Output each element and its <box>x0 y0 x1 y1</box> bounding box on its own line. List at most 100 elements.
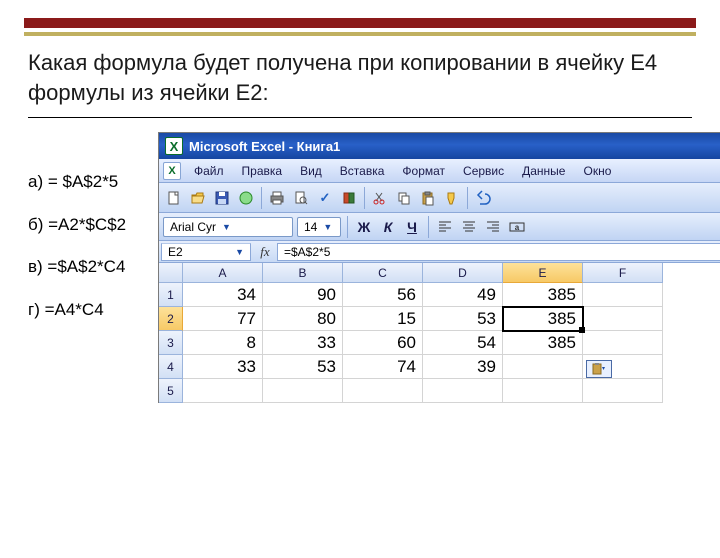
cell-B5[interactable] <box>263 379 343 403</box>
formula-input[interactable]: =$A$2*5 <box>277 243 720 261</box>
divider <box>28 117 692 118</box>
cell-B4[interactable]: 53 <box>263 355 343 379</box>
research-icon[interactable] <box>338 187 360 209</box>
workbook-icon: X <box>163 162 181 180</box>
column-header-D[interactable]: D <box>423 263 503 283</box>
menu-view[interactable]: Вид <box>291 164 331 178</box>
cell-F3[interactable] <box>583 331 663 355</box>
cut-icon[interactable] <box>369 187 391 209</box>
worksheet-grid[interactable]: ABCDEF1349056493852778015533853833605438… <box>159 263 720 403</box>
print-icon[interactable] <box>266 187 288 209</box>
title-bar: X Microsoft Excel - Книга1 <box>159 133 720 159</box>
menu-tools[interactable]: Сервис <box>454 164 513 178</box>
cell-D4[interactable]: 39 <box>423 355 503 379</box>
underline-button[interactable]: Ч <box>402 217 422 237</box>
menu-window[interactable]: Окно <box>574 164 620 178</box>
copy-icon[interactable] <box>393 187 415 209</box>
cell-E4[interactable] <box>503 355 583 379</box>
undo-icon[interactable] <box>472 187 494 209</box>
menu-bar: X Файл Правка Вид Вставка Формат Сервис … <box>159 159 720 183</box>
answer-a: а) = $A$2*5 <box>28 172 158 192</box>
cell-D3[interactable]: 54 <box>423 331 503 355</box>
italic-button[interactable]: К <box>378 217 398 237</box>
format-toolbar: Arial Cyr ▼ 14 ▼ Ж К Ч a <box>159 213 720 241</box>
cell-D1[interactable]: 49 <box>423 283 503 307</box>
cell-C5[interactable] <box>343 379 423 403</box>
align-left-icon[interactable] <box>435 217 455 237</box>
svg-text:a: a <box>515 223 520 232</box>
column-header-B[interactable]: B <box>263 263 343 283</box>
bold-button[interactable]: Ж <box>354 217 374 237</box>
cell-A1[interactable]: 34 <box>183 283 263 307</box>
open-icon[interactable] <box>187 187 209 209</box>
column-header-A[interactable]: A <box>183 263 263 283</box>
menu-insert[interactable]: Вставка <box>331 164 394 178</box>
decor-stripe-2 <box>24 32 696 36</box>
row-header-3[interactable]: 3 <box>159 331 183 355</box>
cell-B2[interactable]: 80 <box>263 307 343 331</box>
fill-handle[interactable] <box>579 327 585 333</box>
select-all-corner[interactable] <box>159 263 183 283</box>
cell-F2[interactable] <box>583 307 663 331</box>
cell-A4[interactable]: 33 <box>183 355 263 379</box>
cell-E5[interactable] <box>503 379 583 403</box>
chevron-down-icon: ▼ <box>222 222 231 232</box>
menu-data[interactable]: Данные <box>513 164 574 178</box>
cell-C4[interactable]: 74 <box>343 355 423 379</box>
preview-icon[interactable] <box>290 187 312 209</box>
cell-B1[interactable]: 90 <box>263 283 343 307</box>
format-painter-icon[interactable] <box>441 187 463 209</box>
namebox-value: E2 <box>168 245 183 259</box>
align-center-icon[interactable] <box>459 217 479 237</box>
formula-text: =$A$2*5 <box>284 245 330 259</box>
name-box[interactable]: E2 ▼ <box>161 243 251 261</box>
cell-B3[interactable]: 33 <box>263 331 343 355</box>
cell-D2[interactable]: 53 <box>423 307 503 331</box>
answer-b: б) =A2*$C$2 <box>28 215 158 235</box>
cell-C1[interactable]: 56 <box>343 283 423 307</box>
font-size: 14 <box>304 220 317 234</box>
cell-E1[interactable]: 385 <box>503 283 583 307</box>
paste-icon[interactable] <box>417 187 439 209</box>
row-header-2[interactable]: 2 <box>159 307 183 331</box>
cell-E3[interactable]: 385 <box>503 331 583 355</box>
font-name: Arial Cyr <box>170 220 216 234</box>
menu-format[interactable]: Формат <box>393 164 454 178</box>
row-header-1[interactable]: 1 <box>159 283 183 307</box>
cell-A3[interactable]: 8 <box>183 331 263 355</box>
spell-icon[interactable]: ✓ <box>314 187 336 209</box>
font-combo[interactable]: Arial Cyr ▼ <box>163 217 293 237</box>
answer-c: в) =$A$2*C4 <box>28 257 158 277</box>
cell-A5[interactable] <box>183 379 263 403</box>
column-header-C[interactable]: C <box>343 263 423 283</box>
decor-stripe-1 <box>24 18 696 28</box>
align-right-icon[interactable] <box>483 217 503 237</box>
column-header-F[interactable]: F <box>583 263 663 283</box>
row-header-5[interactable]: 5 <box>159 379 183 403</box>
cell-A2[interactable]: 77 <box>183 307 263 331</box>
chevron-down-icon: ▼ <box>235 247 244 257</box>
save-icon[interactable] <box>211 187 233 209</box>
cell-F1[interactable] <box>583 283 663 307</box>
cell-E2[interactable]: 385 <box>503 307 583 331</box>
fontsize-combo[interactable]: 14 ▼ <box>297 217 341 237</box>
paste-options-icon[interactable] <box>586 360 612 378</box>
fx-button[interactable]: fx <box>253 244 277 260</box>
menu-file[interactable]: Файл <box>185 164 233 178</box>
permission-icon[interactable] <box>235 187 257 209</box>
merge-icon[interactable]: a <box>507 217 527 237</box>
excel-app-icon: X <box>165 137 183 155</box>
answer-d: г) =A4*C4 <box>28 300 158 320</box>
answer-list: а) = $A$2*5 б) =A2*$C$2 в) =$A$2*C4 г) =… <box>28 132 158 403</box>
question-text: Какая формула будет получена при копиров… <box>28 48 692 107</box>
app-title: Microsoft Excel - Книга1 <box>189 139 340 154</box>
formula-bar: E2 ▼ fx =$A$2*5 <box>159 241 720 263</box>
cell-C2[interactable]: 15 <box>343 307 423 331</box>
new-icon[interactable] <box>163 187 185 209</box>
menu-edit[interactable]: Правка <box>233 164 292 178</box>
row-header-4[interactable]: 4 <box>159 355 183 379</box>
cell-D5[interactable] <box>423 379 503 403</box>
cell-C3[interactable]: 60 <box>343 331 423 355</box>
cell-F5[interactable] <box>583 379 663 403</box>
column-header-E[interactable]: E <box>503 263 583 283</box>
